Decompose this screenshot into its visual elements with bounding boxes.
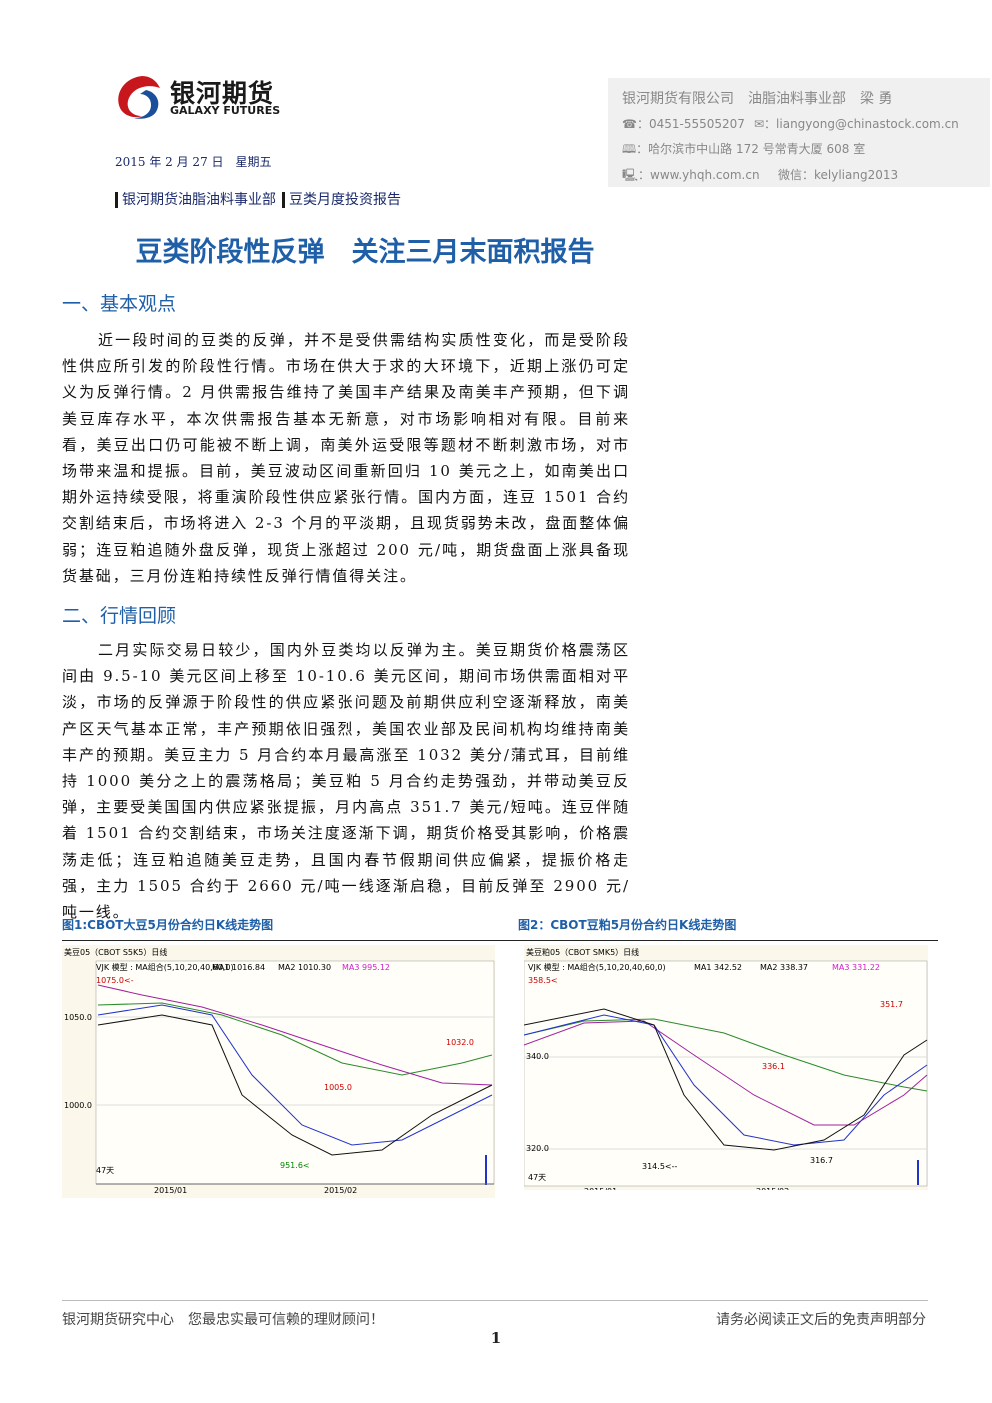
figure-label: 2015/01: [584, 1187, 617, 1190]
section-body: 二月实际交易日较少，国内外豆类均以反弹为主。美豆期货价格震荡区间由 9.5-10…: [62, 641, 630, 922]
figure-label: 316.7: [810, 1156, 833, 1165]
contact-web: 🖳：www.yhqh.com.cn: [622, 168, 760, 182]
figure-label: 1050.0: [64, 1013, 92, 1022]
contact-name: 银河期货有限公司 油脂油料事业部 梁 勇: [622, 91, 893, 107]
contact-email: ✉：liangyong@chinastock.com.cn: [754, 117, 959, 131]
logo-subtext: GALAXY FUTURES: [170, 104, 281, 117]
logo-text: 银河期货: [170, 79, 275, 108]
figure-label: 1000.0: [64, 1101, 92, 1110]
footer-rule: [62, 1300, 928, 1301]
figure-label: MA1 1016.84: [212, 963, 265, 972]
figure-label: VJK 模型 : MA组合(5,10,20,40,60,0): [528, 962, 666, 972]
figure-label: 2015/02: [756, 1187, 789, 1190]
report-date: 2015 年 2 月 27 日 星期五: [115, 155, 272, 169]
figure-label: 美豆粕05（CBOT SMK5）日线: [526, 947, 639, 957]
page-number: 1: [490, 1329, 502, 1347]
figure-label: 1075.0<-: [96, 976, 134, 985]
breadcrumb-item: 银河期货油脂油料事业部: [115, 192, 276, 208]
section-heading: 二、行情回顾: [62, 605, 177, 627]
figure-label: 1032.0: [446, 1038, 474, 1047]
figure-label: MA2 1010.30: [278, 963, 331, 972]
figure-label: 美豆05（CBOT S5K5）日线: [64, 947, 167, 957]
figure-label: 351.7: [880, 1000, 903, 1009]
figure-label: VJK 模型 : MA组合(5,10,20,40,60,0): [96, 962, 234, 972]
contact-box: 银河期货有限公司 油脂油料事业部 梁 勇 ☎：0451-55505207 ✉：l…: [608, 78, 990, 187]
figure-label: 951.6<: [280, 1161, 310, 1170]
figure-label: 340.0: [526, 1052, 549, 1061]
contact-phone: ☎：0451-55505207: [622, 117, 745, 131]
contact-address: 🕮：哈尔滨市中山路 172 号常青大厦 608 室: [622, 142, 866, 156]
caption-rule: [62, 940, 938, 941]
figure-label: 1005.0: [324, 1083, 352, 1092]
figure-label: MA3 331.22: [832, 963, 880, 972]
figure-label: 336.1: [762, 1062, 785, 1071]
figure-label: MA1 342.52: [694, 963, 742, 972]
figure-label: 2015/02: [324, 1186, 357, 1195]
figure-label: MA2 338.37: [760, 963, 808, 972]
footer-left: 银河期货研究中心 您最忠实最可信赖的理财顾问！: [62, 1312, 384, 1328]
figure-label: MA3 995.12: [342, 963, 390, 972]
figure-label: 47天: [528, 1173, 546, 1182]
figure-label: 2015/01: [154, 1186, 187, 1195]
section-body: 近一段时间的豆类的反弹，并不是受供需结构实质性变化，而是受阶段性供应所引发的阶段…: [62, 331, 630, 585]
figure-caption: 图1:CBOT大豆5月份合约日K线走势图: [62, 918, 274, 932]
figure-image: 美豆粕05（CBOT SMK5）日线 VJK 模型 : MA组合(5,10,20,…: [524, 945, 928, 1190]
figure-label: 358.5<: [528, 976, 558, 985]
figure-label: 47天: [96, 1166, 114, 1175]
figure-caption: 图2：CBOT豆粕5月份合约日K线走势图: [518, 918, 737, 932]
breadcrumb: 银河期货油脂油料事业部 豆类月度投资报告: [115, 189, 407, 209]
logo-mark: [118, 76, 160, 119]
figure-label: 314.5<--: [642, 1162, 677, 1171]
section-heading: 一、基本观点: [62, 293, 177, 315]
contact-wechat: 微信：kelyliang2013: [778, 168, 899, 182]
footer-right: 请务必阅读正文后的免责声明部分: [716, 1312, 926, 1328]
report-title: 豆类阶段性反弹 关注三月末面积报告: [135, 237, 595, 268]
figure-label: 320.0: [526, 1144, 549, 1153]
breadcrumb-item: 豆类月度投资报告: [282, 192, 401, 208]
figure-image: 美豆05（CBOT S5K5）日线 VJK 模型 : MA组合(5,10,20,4…: [62, 945, 495, 1198]
